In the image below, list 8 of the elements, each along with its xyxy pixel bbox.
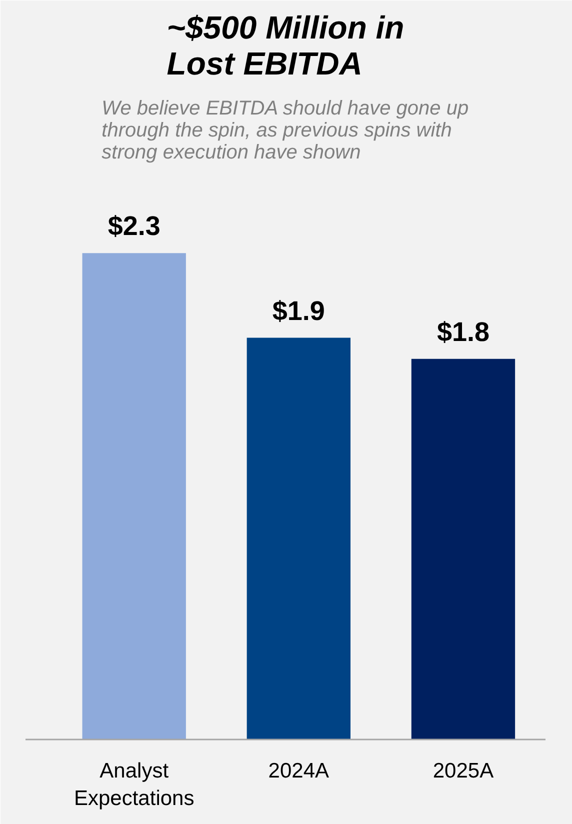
x-tick-label: 2025A [432, 760, 494, 782]
chart-subtitle: We believe EBITDA should have gone up through the spin, as previous spins with strong execution have shown [102, 98, 469, 164]
data-label: $2.3 [108, 211, 160, 242]
data-label: $1.8 [436, 316, 490, 347]
x-tick-label: 2024A [268, 760, 330, 782]
chart-title: ~$500 Million in Lost EBITDA [166, 10, 404, 82]
data-label: $1.9 [272, 296, 325, 326]
x-tick-label: Analyst Expectations [74, 760, 194, 810]
